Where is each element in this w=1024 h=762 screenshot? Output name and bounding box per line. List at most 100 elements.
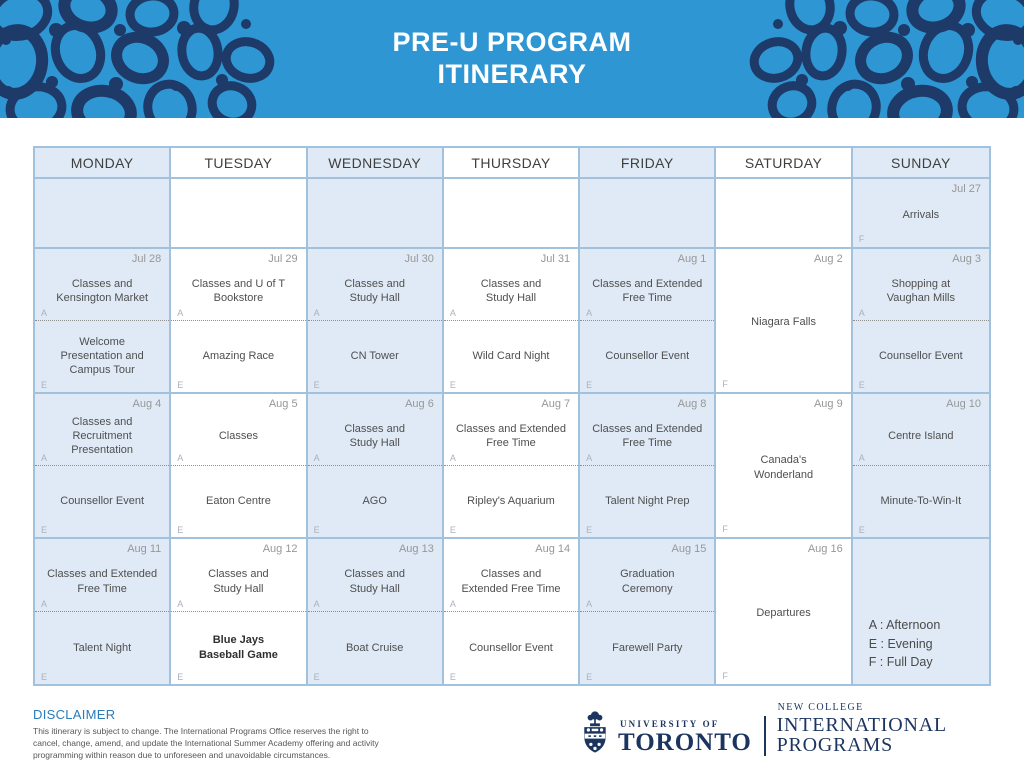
cell-date: Aug 8 [677,398,707,410]
itinerary-calendar: MONDAY TUESDAY WEDNESDAY THURSDAY FRIDAY SATU… [33,146,991,686]
afternoon-activity: Shopping at Vaughan Mills [886,277,955,305]
evening-activity: Counsellor Event [878,350,963,363]
calendar-cell-empty-0-2 [307,179,444,249]
evening-marker: E [313,525,320,535]
day-header-monday: MONDAY [35,148,172,179]
afternoon-marker: A [586,452,593,463]
afternoon-marker: A [41,598,48,609]
afternoon-activity: Classes and Extended Free Time [461,568,561,595]
calendar-cell-aug-16: Aug 16 Departures F [716,539,853,684]
evening-activity: Ripley's Aquarium [467,495,555,508]
legend-line: F : Full Day [868,655,933,670]
evening-marker: E [586,525,593,535]
calendar-cell-aug-11: Aug 11 Classes and Extended Free Time A Tal… [35,539,172,684]
new-college-top: NEW COLLEGE [777,702,864,713]
afternoon-marker: A [858,307,865,318]
afternoon-marker: A [177,598,184,609]
evening-marker: E [41,525,48,535]
full-day-activity: Canada's Wonderland [754,454,814,481]
cell-date: Aug 3 [952,253,981,265]
evening-marker: E [586,672,593,682]
calendar-cell-aug-2: Aug 2 Niagara Falls F [716,249,853,394]
cell-date: Aug 5 [268,398,298,410]
calendar-cell-aug-14: Aug 14 Classes and Extended Free Time A Cou… [443,539,581,684]
new-college-wordmark: NEW COLLEGE INTERNATIONAL PROGRAMS [777,702,1024,755]
evening-marker: E [41,672,48,682]
calendar-cell-empty-0-4 [580,179,717,249]
cell-date: Aug 1 [677,253,707,265]
calendar-cell-jul-27: Jul 27 Arrivals F [852,179,989,249]
cell-date: Jul 27 [951,183,981,195]
uoft-crest-icon [584,711,606,753]
new-college-name: INTERNATIONAL PROGRAMS [776,714,947,756]
calendar-cell-aug-3: Aug 3 Shopping at Vaughan Mills A Counsello… [852,249,989,394]
afternoon-marker: A [449,598,456,609]
calendar-cell-jul-30: Jul 30 Classes and Study Hall A CN Tower E [307,249,444,394]
evening-activity: Counsellor Event [605,350,690,363]
page-title: PRE-U PROGRAM ITINERARY [0,26,1024,90]
afternoon-activity: Centre Island [888,430,954,443]
afternoon-marker: A [313,452,320,463]
day-header-label: TUESDAY [204,154,273,171]
afternoon-activity: Classes and U of T Bookstore [191,277,286,305]
full-day-activity: Departures [756,607,811,620]
afternoon-marker: A [586,307,593,318]
disclaimer-title: DISCLAIMER [33,707,116,722]
afternoon-activity: Classes and Recruitment Presentation [71,415,134,457]
calendar-cell-legend: A : Afternoon E : Evening F : Full Day [852,539,989,684]
evening-marker: E [858,380,865,390]
legend-line: A : Afternoon [868,617,941,632]
calendar-cell-jul-28: Jul 28 Classes and Kensington Market A Welc… [35,249,172,394]
evening-marker: E [449,525,456,535]
afternoon-activity: Classes and Extended Free Time [455,422,567,450]
full-day-marker: F [858,234,865,244]
cell-date: Jul 29 [268,253,298,265]
day-header-label: WEDNESDAY [328,154,422,171]
evening-marker: E [177,525,184,535]
calendar-cell-empty-0-1 [171,179,308,249]
cell-date: Jul 30 [404,253,434,265]
calendar-cell-aug-5: Aug 5 Classes A Eaton Centre E [171,394,308,539]
cell-date: Aug 13 [398,543,434,555]
full-day-marker: F [722,524,728,534]
afternoon-marker: A [586,598,593,609]
evening-activity: AGO [362,495,387,508]
cell-date: Jul 28 [131,253,162,265]
day-header-label: FRIDAY [620,154,674,171]
evening-activity: Talent Night [73,641,132,654]
evening-activity: Welcome Presentation and Campus Tour [60,335,144,377]
evening-activity: Minute-To-Win-It [880,495,962,508]
afternoon-marker: A [41,307,48,318]
evening-marker: E [313,672,320,682]
page-title-line2: ITINERARY [437,59,587,89]
uoft-wordmark: UNIVERSITY OF TORONTO [618,719,752,755]
calendar-cell-aug-13: Aug 13 Classes and Study Hall A Boat Cruise… [307,539,444,684]
marker-legend: A : Afternoon E : Evening F : Full Day [853,539,989,684]
calendar-cell-aug-7: Aug 7 Classes and Extended Free Time A Ripl… [443,394,581,539]
cell-date: Aug 2 [813,253,843,265]
calendar-cell-aug-6: Aug 6 Classes and Study Hall A AGO E [307,394,444,539]
evening-activity: Farewell Party [612,641,683,654]
calendar-cell-aug-9: Aug 9 Canada's Wonderland F [716,394,853,539]
day-header-saturday: SATURDAY [716,148,853,179]
day-header-sunday: SUNDAY [852,148,989,179]
cell-date: Aug 11 [127,543,162,555]
day-header-label: SATURDAY [744,154,823,171]
afternoon-marker: A [449,307,456,318]
calendar-cell-aug-15: Aug 15 Graduation Ceremony A Farewell Party… [580,539,717,684]
afternoon-marker: A [858,452,865,463]
afternoon-marker: A [449,452,456,463]
calendar-cell-aug-1: Aug 1 Classes and Extended Free Time A Coun… [580,249,717,394]
evening-marker: E [313,380,320,390]
cell-date: Aug 12 [262,543,298,555]
evening-marker: E [586,380,593,390]
afternoon-activity: Classes and Study Hall [344,568,405,595]
afternoon-activity: Classes and Extended Free Time [592,422,703,450]
afternoon-marker: A [41,452,48,463]
calendar-cell-jul-29: Jul 29 Classes and U of T Bookstore A Amazi… [171,249,308,394]
cell-date: Aug 9 [813,398,843,410]
banner: PRE-U PROGRAM ITINERARY [0,0,1024,118]
cell-date: Aug 4 [132,398,162,410]
cell-date: Aug 16 [807,543,843,555]
evening-activity: Talent Night Prep [605,495,690,508]
